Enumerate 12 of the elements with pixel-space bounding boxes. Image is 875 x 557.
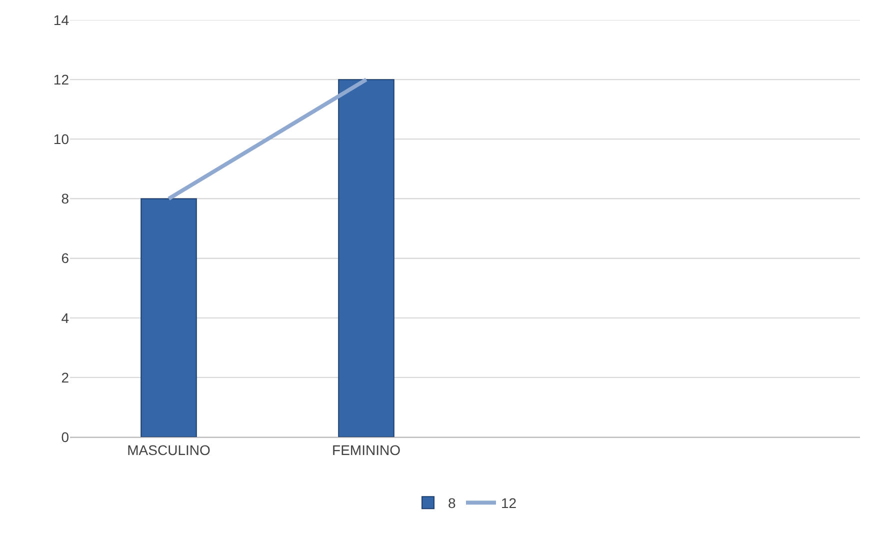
y-tick-label: 10: [53, 131, 70, 148]
y-tick-label: 14: [53, 12, 70, 28]
legend-label: 12: [501, 495, 517, 512]
y-tick-label: 2: [61, 369, 70, 386]
y-tick-label: 4: [61, 310, 70, 326]
y-tick-label: 8: [61, 190, 70, 207]
x-tick-label: FEMININO: [332, 442, 401, 458]
legend-label: 8: [448, 495, 456, 512]
x-tick-label: MASCULINO: [127, 442, 210, 458]
y-tick-label: 6: [61, 250, 70, 266]
y-tick-label: 0: [61, 428, 70, 445]
y-tick-label: 12: [53, 71, 70, 88]
